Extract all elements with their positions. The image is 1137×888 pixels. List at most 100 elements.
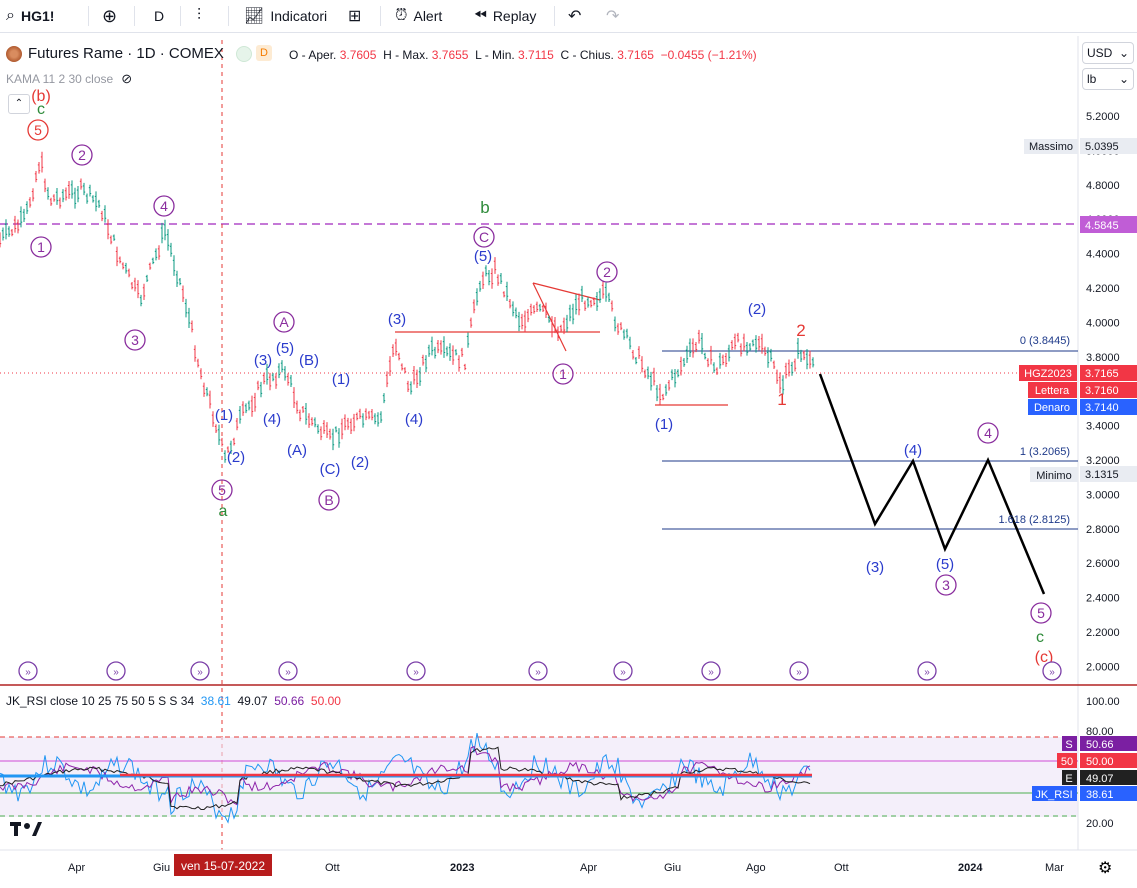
- time-label: Giu: [153, 862, 170, 874]
- currency-select[interactable]: USD ⌄: [1082, 42, 1134, 64]
- wave-label: (2): [351, 454, 369, 471]
- ohlc-values: O - Aper. 3.7605 H - Max. 3.7655 L - Min…: [289, 48, 757, 62]
- svg-text:50.66: 50.66: [1086, 739, 1114, 751]
- event-marker-icon: »: [789, 661, 809, 681]
- svg-text:(1): (1): [655, 416, 673, 433]
- svg-text:(3): (3): [254, 352, 272, 369]
- tag-minimo: Minimo 3.1315: [1030, 466, 1137, 482]
- time-label: Mar: [1045, 862, 1064, 874]
- time-label: 2023: [450, 862, 474, 874]
- svg-text:(c): (c): [1035, 649, 1054, 666]
- svg-text:3.1315: 3.1315: [1085, 469, 1119, 481]
- svg-text:(C): (C): [320, 461, 341, 478]
- redo-button[interactable]: ↷: [606, 0, 619, 32]
- event-marker-icon: »: [528, 661, 548, 681]
- time-label: Giu: [664, 862, 681, 874]
- svg-text:»: »: [535, 667, 541, 678]
- alert-button[interactable]: ⏰︎ Alert: [395, 0, 442, 32]
- undo-button[interactable]: ↶: [568, 0, 581, 32]
- symbol-search[interactable]: ⌕ HG1!: [6, 0, 54, 32]
- svg-text:c: c: [37, 101, 45, 118]
- svg-text:Lettera: Lettera: [1035, 385, 1070, 397]
- price-tick: 2.6000: [1086, 558, 1120, 570]
- svg-text:5: 5: [1037, 605, 1045, 621]
- svg-text:B: B: [324, 492, 333, 508]
- top-toolbar: ⌕ HG1! ⊕ D ⫶ 📈︎ Indicatori ⊞ ⏰︎ Alert ⏪︎…: [0, 0, 1137, 33]
- rsi-line-mid: [0, 745, 811, 806]
- legend-title-row[interactable]: Futures Rame · 1D · COMEX: [6, 45, 224, 62]
- replay-button[interactable]: ⏪︎ Replay: [474, 0, 536, 32]
- svg-text:Minimo: Minimo: [1036, 470, 1071, 482]
- fib-label: 0 (3.8445): [1020, 335, 1070, 347]
- wave-label: (3): [866, 559, 884, 576]
- svg-text:JK_RSI: JK_RSI: [1035, 789, 1072, 801]
- templates-button[interactable]: ⊞: [348, 0, 361, 32]
- svg-text:49.07: 49.07: [1086, 773, 1114, 785]
- chart-type-button[interactable]: ⫶: [197, 0, 201, 32]
- svg-text:Massimo: Massimo: [1029, 141, 1073, 153]
- indicators-button[interactable]: 📈︎ Indicatori: [244, 0, 327, 32]
- tag-lettera: Lettera 3.7160: [1028, 382, 1137, 398]
- kama-legend[interactable]: KAMA 11 2 30 close ⊘: [6, 71, 132, 87]
- svg-text:HGZ2023: HGZ2023: [1024, 368, 1072, 380]
- bar-chart-icon: ⫶: [197, 7, 202, 24]
- svg-text:»: »: [413, 667, 419, 678]
- interval-label: D: [154, 8, 165, 24]
- svg-text:»: »: [708, 667, 714, 678]
- svg-text:S: S: [1065, 739, 1072, 751]
- wave-label: (2): [748, 301, 766, 318]
- wave-label: 5: [211, 479, 233, 501]
- unit-select[interactable]: lb ⌄: [1082, 68, 1134, 90]
- cursor-date: ven 15-07-2022: [181, 859, 265, 873]
- legend-title: Futures Rame · 1D · COMEX: [28, 45, 224, 62]
- tag-denaro: Denaro 3.7140: [1028, 399, 1137, 415]
- collapse-legend-button[interactable]: ⌃: [8, 94, 30, 114]
- wave-label: (2): [227, 449, 245, 466]
- wave-label: C: [473, 226, 495, 248]
- wave-label: 5: [1030, 602, 1052, 624]
- svg-text:3.7165: 3.7165: [1085, 368, 1119, 380]
- chevron-up-icon: ⌃: [14, 98, 24, 109]
- eye-off-icon[interactable]: ⊘: [121, 71, 133, 86]
- wave-label: 1: [30, 236, 52, 258]
- event-marker-icon: »: [18, 661, 38, 681]
- search-icon: ⌕: [6, 7, 15, 24]
- fib-label: 1.618 (2.8125): [998, 514, 1070, 526]
- svg-text:»: »: [285, 667, 291, 678]
- market-status[interactable]: D: [236, 45, 272, 62]
- interval-button[interactable]: D: [154, 0, 164, 32]
- svg-text:(3): (3): [866, 559, 884, 576]
- event-marker-icon: »: [701, 661, 721, 681]
- svg-text:(4): (4): [904, 442, 922, 459]
- svg-text:(2): (2): [227, 449, 245, 466]
- wave-label: (c): [1035, 649, 1054, 666]
- rsi-tick: 20.00: [1086, 818, 1114, 830]
- svg-text:4.5845: 4.5845: [1085, 220, 1119, 232]
- wave-label: (5): [474, 248, 492, 265]
- svg-text:2: 2: [603, 264, 611, 280]
- tag-last: HGZ2023 3.7165: [1019, 365, 1137, 381]
- wave-label: (5): [936, 556, 954, 573]
- svg-text:50.00: 50.00: [1086, 756, 1114, 768]
- svg-text:(A): (A): [287, 442, 307, 459]
- wave-label: (4): [405, 411, 423, 428]
- svg-text:(3): (3): [388, 311, 406, 328]
- svg-text:(4): (4): [405, 411, 423, 428]
- price-bars: [0, 151, 815, 463]
- svg-text:Denaro: Denaro: [1034, 402, 1070, 414]
- event-marker-icon: »: [1042, 661, 1062, 681]
- wave-label: (3): [254, 352, 272, 369]
- rsi-legend[interactable]: JK_RSI close 10 25 75 50 5 S S 34 38.61 …: [6, 694, 341, 708]
- price-tick: 3.4000: [1086, 421, 1120, 433]
- gear-icon: ⚙: [1098, 860, 1112, 877]
- compare-button[interactable]: ⊕: [102, 0, 117, 32]
- price-tick: 3.8000: [1086, 352, 1120, 364]
- svg-text:C: C: [479, 229, 489, 245]
- svg-text:(2): (2): [351, 454, 369, 471]
- svg-text:b: b: [480, 198, 489, 217]
- svg-text:A: A: [279, 314, 289, 330]
- svg-text:(2): (2): [748, 301, 766, 318]
- price-tick: 2.8000: [1086, 524, 1120, 536]
- svg-text:2: 2: [796, 321, 805, 340]
